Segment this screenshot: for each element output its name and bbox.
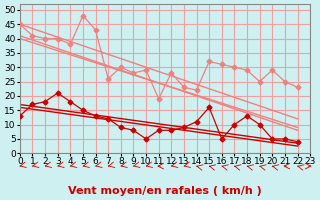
X-axis label: Vent moyen/en rafales ( km/h ): Vent moyen/en rafales ( km/h ): [68, 186, 262, 196]
